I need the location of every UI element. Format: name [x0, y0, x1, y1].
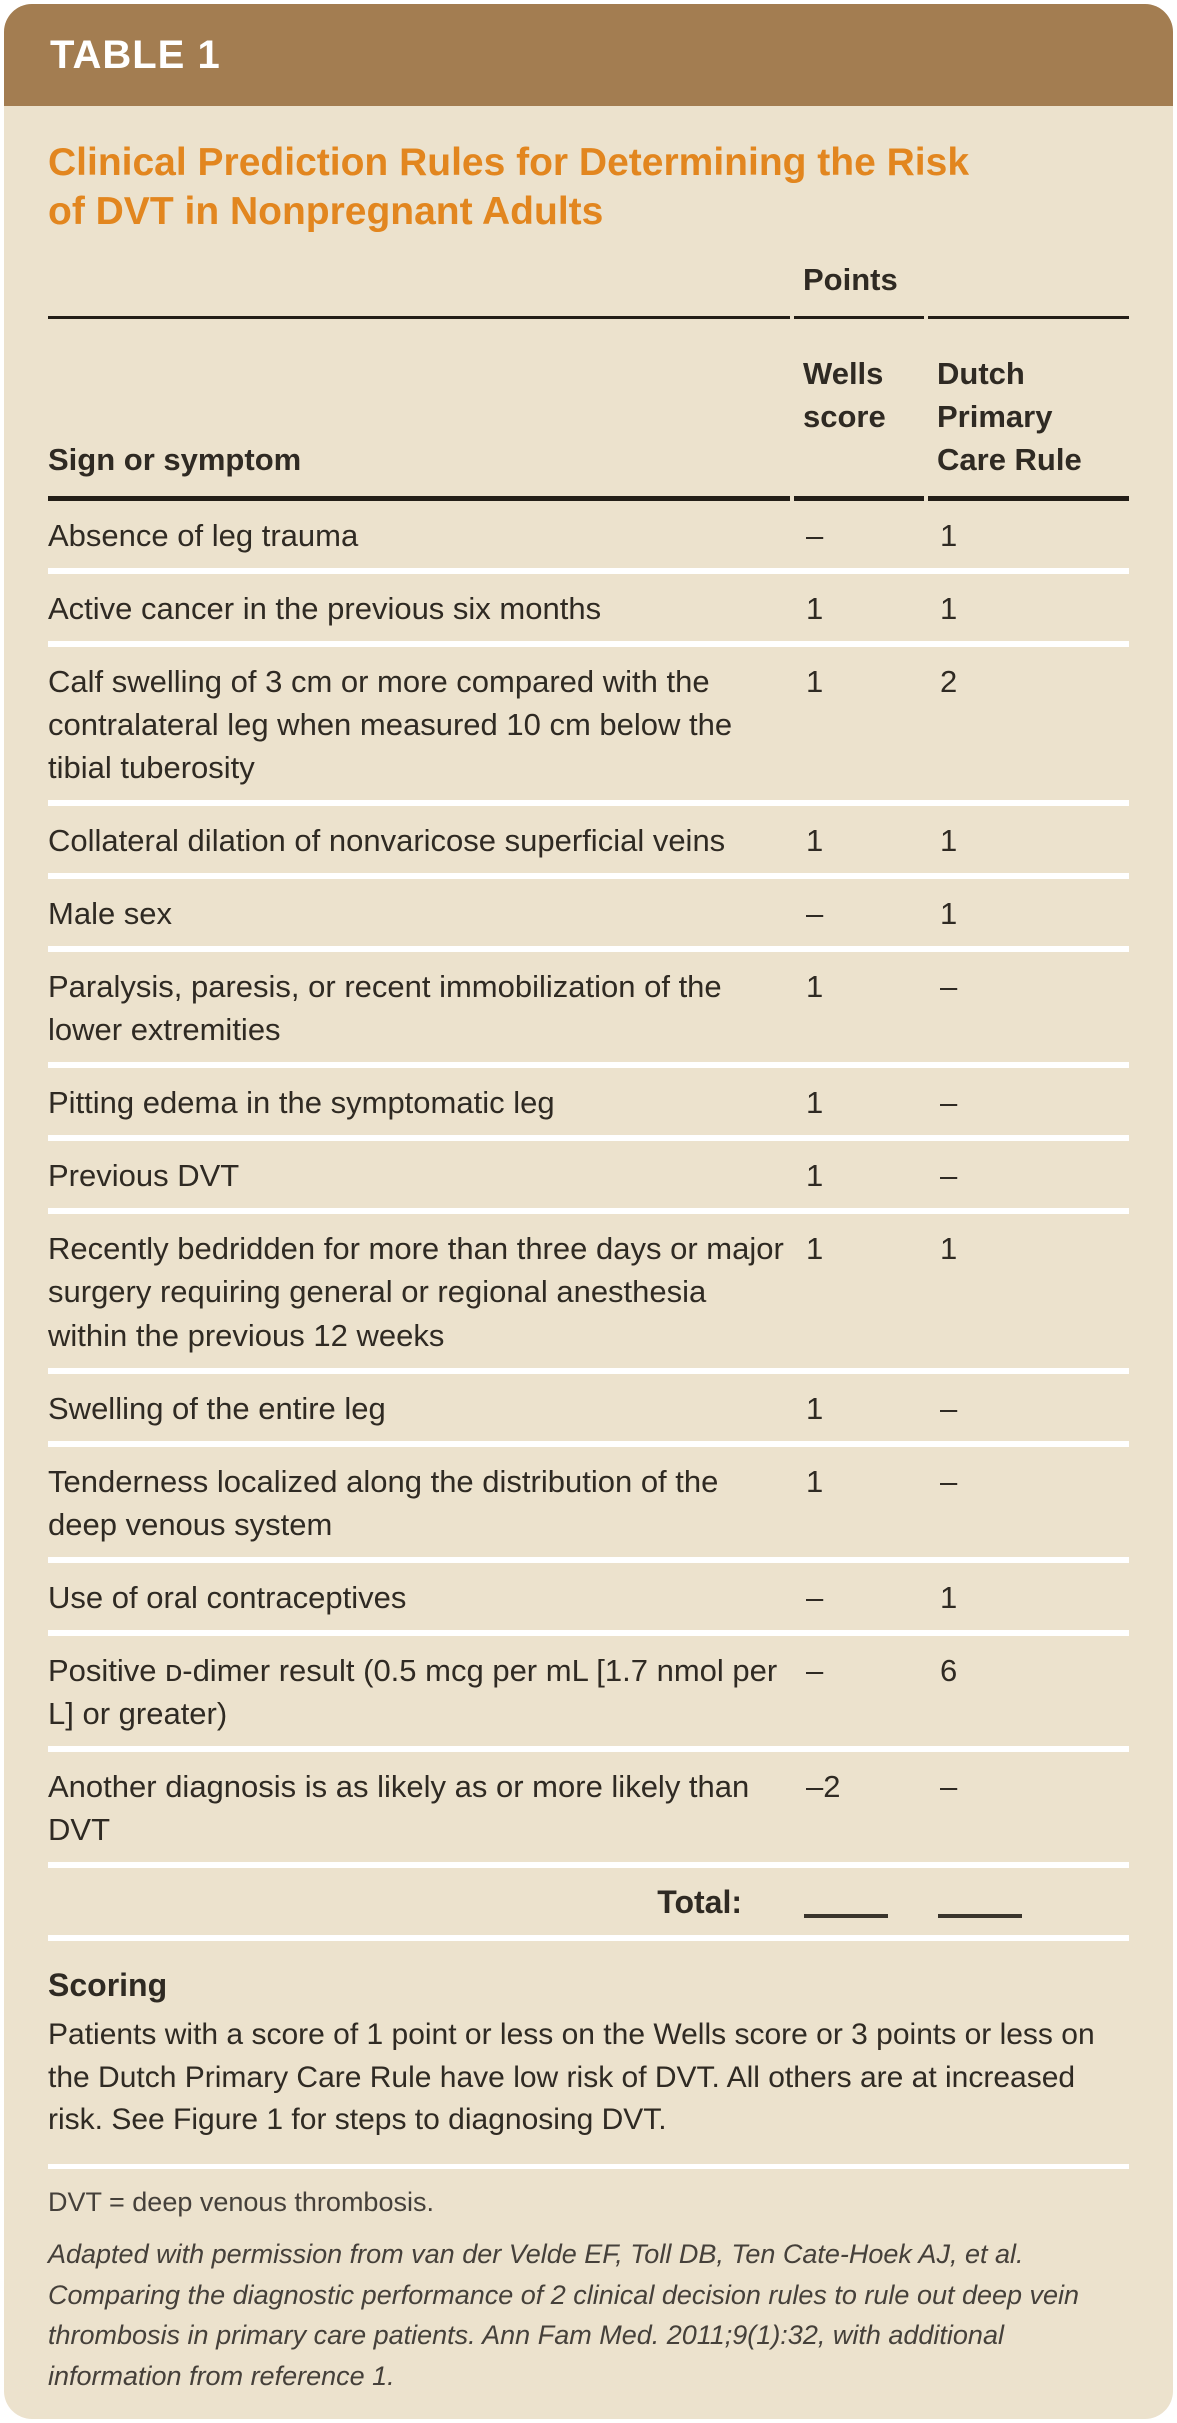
wells-points-cell: 1: [806, 1390, 824, 1426]
wells-points-cell: 1: [806, 969, 824, 1005]
wells-total-cell: [794, 1880, 924, 1923]
column-header-sign: Sign or symptom: [48, 441, 302, 477]
footnote-divider: [48, 2164, 1129, 2170]
dutch-total-blank: [938, 1880, 1022, 1919]
column-header-wells: Wells score: [803, 356, 886, 435]
dutch-points-cell: –: [940, 1769, 958, 1805]
table-row: Collateral dilation of nonvaricose super…: [48, 806, 1129, 880]
dutch-points-cell: –: [940, 969, 958, 1005]
wells-points-cell: –: [806, 896, 824, 932]
total-label: Total:: [657, 1884, 742, 1921]
dutch-points-cell: 2: [940, 663, 958, 699]
citation-note: Adapted with permission from van der Vel…: [48, 2239, 1080, 2391]
table-row: Paralysis, paresis, or recent immobiliza…: [48, 952, 1129, 1069]
dutch-points-cell: 1: [940, 590, 958, 626]
sign-cell: Another diagnosis is as likely as or mor…: [48, 1769, 750, 1848]
table-row: Recently bedridden for more than three d…: [48, 1214, 1129, 1374]
table-row: Pitting edema in the symptomatic leg 1 –: [48, 1068, 1129, 1142]
scoring-heading: Scoring: [48, 1967, 168, 2004]
wells-points-cell: 1: [806, 822, 824, 858]
table-row: Absence of leg trauma – 1: [48, 501, 1129, 574]
total-row: Total:: [48, 1868, 1129, 1942]
dutch-points-cell: –: [940, 1085, 958, 1121]
dutch-points-cell: 1: [940, 1231, 958, 1267]
wells-points-cell: 1: [806, 1085, 824, 1121]
table-label: TABLE 1: [50, 32, 221, 77]
wells-points-cell: 1: [806, 1463, 824, 1499]
table-row: Active cancer in the previous six months…: [48, 574, 1129, 647]
table-row: Male sex – 1: [48, 879, 1129, 953]
sign-cell: Positive ᴅ-dimer result (0.5 mcg per mL …: [48, 1652, 778, 1732]
table-title-line1: Clinical Prediction Rules for Determinin…: [48, 141, 970, 184]
points-group-header: Points: [803, 262, 898, 298]
table-card: TABLE 1 Clinical Prediction Rules for De…: [4, 4, 1173, 2419]
header-rule-top: [48, 316, 1129, 320]
wells-points-cell: –: [806, 517, 824, 553]
sign-cell: Pitting edema in the symptomatic leg: [48, 1085, 555, 1121]
wells-points-cell: –: [806, 1579, 824, 1615]
sign-cell: Paralysis, paresis, or recent immobiliza…: [48, 969, 722, 1048]
sign-cell: Use of oral contraceptives: [48, 1579, 407, 1615]
table-header-bar: TABLE 1: [4, 4, 1173, 106]
sign-cell: Swelling of the entire leg: [48, 1390, 386, 1426]
points-group-header-row: Points: [48, 262, 1129, 298]
sign-cell: Tenderness localized along the distribut…: [48, 1463, 719, 1542]
dutch-points-cell: 1: [940, 517, 958, 553]
dutch-points-cell: –: [940, 1390, 958, 1426]
dutch-points-cell: 1: [940, 896, 958, 932]
wells-points-cell: –2: [806, 1769, 841, 1805]
table-row: Positive ᴅ-dimer result (0.5 mcg per mL …: [48, 1636, 1129, 1753]
table-row: Swelling of the entire leg 1 –: [48, 1374, 1129, 1447]
table-row: Tenderness localized along the distribut…: [48, 1447, 1129, 1563]
wells-total-blank: [804, 1880, 888, 1919]
sign-cell: Absence of leg trauma: [48, 517, 359, 553]
sign-cell: Calf swelling of 3 cm or more compared w…: [48, 663, 733, 785]
dutch-points-cell: 1: [940, 822, 958, 858]
sign-cell: Collateral dilation of nonvaricose super…: [48, 822, 726, 858]
table-row: Use of oral contraceptives – 1: [48, 1563, 1129, 1636]
table-title: Clinical Prediction Rules for Determinin…: [48, 138, 1129, 236]
header-rule-bottom: [48, 495, 1129, 501]
dutch-points-cell: 6: [940, 1652, 958, 1688]
scoring-text: Patients with a score of 1 point or less…: [48, 2018, 1095, 2137]
sign-cell: Recently bedridden for more than three d…: [48, 1231, 784, 1353]
wells-points-cell: –: [806, 1652, 824, 1688]
points-spacer: [48, 262, 790, 298]
wells-points-cell: 1: [806, 663, 824, 699]
table-row: Previous DVT 1 –: [48, 1141, 1129, 1215]
wells-points-cell: 1: [806, 1231, 824, 1267]
table-row: Calf swelling of 3 cm or more compared w…: [48, 647, 1129, 806]
dutch-points-cell: –: [940, 1158, 958, 1194]
table-body: Clinical Prediction Rules for Determinin…: [4, 138, 1173, 2419]
dutch-points-cell: –: [940, 1463, 958, 1499]
abbreviation-note: DVT = deep venous thrombosis.: [48, 2187, 434, 2218]
table-row: Another diagnosis is as likely as or mor…: [48, 1752, 1129, 1869]
column-header-dutch: Dutch Primary Care Rule: [937, 356, 1082, 477]
sign-cell: Previous DVT: [48, 1158, 240, 1194]
dutch-total-cell: [928, 1880, 1129, 1923]
sign-cell: Male sex: [48, 896, 173, 932]
wells-points-cell: 1: [806, 590, 824, 626]
table-title-line2: of DVT in Nonpregnant Adults: [48, 190, 604, 234]
sign-cell: Active cancer in the previous six months: [48, 590, 602, 626]
column-header-row: Sign or symptom Wells score Dutch Primar…: [48, 319, 1129, 495]
dutch-points-cell: 1: [940, 1579, 958, 1615]
wells-points-cell: 1: [806, 1158, 824, 1194]
